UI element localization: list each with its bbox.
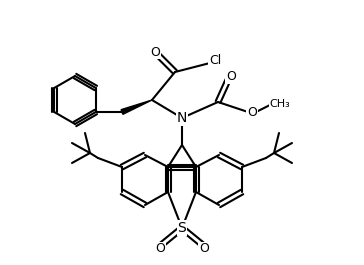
Text: CH₃: CH₃	[270, 99, 290, 109]
Polygon shape	[121, 100, 152, 114]
Text: S: S	[178, 221, 186, 235]
Text: O: O	[247, 105, 257, 118]
Text: O: O	[155, 242, 165, 255]
Text: O: O	[150, 46, 160, 59]
Text: O: O	[199, 242, 209, 255]
Text: O: O	[226, 70, 236, 83]
Text: Cl: Cl	[209, 54, 221, 67]
Text: N: N	[177, 111, 187, 125]
